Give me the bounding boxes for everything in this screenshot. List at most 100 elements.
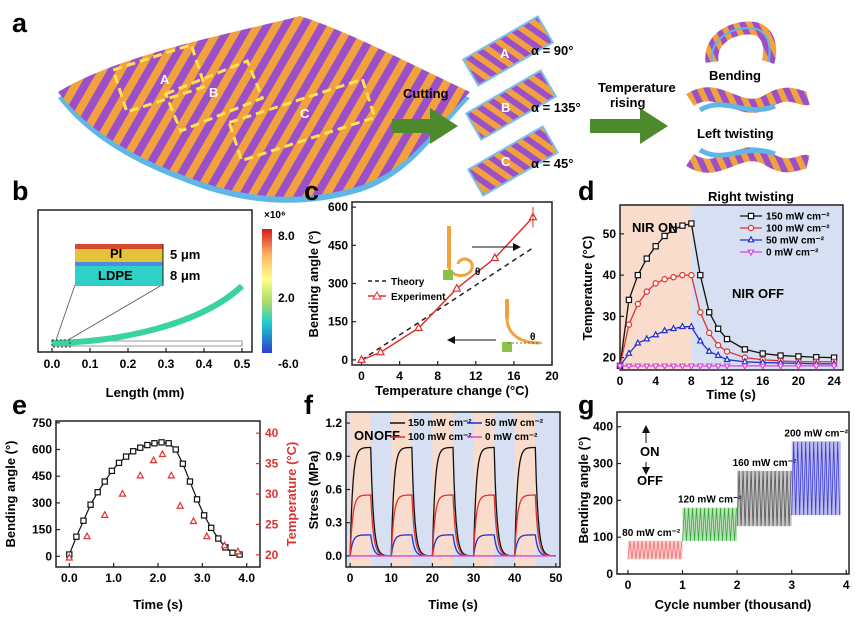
g-band-cycles [736,470,792,527]
d-data-point [830,363,838,371]
e-y2-label: Temperature (°C) [284,442,299,547]
panel-d: d 0 4 8 12 16 20 24 20 30 40 50 NIR ON NIR OFF Tim… [578,176,844,402]
d-data-point [625,349,633,356]
y-tick-label: 0.6 [325,483,342,497]
bending-shape [705,21,777,65]
g-y-label: Bending angle (°) [576,436,591,543]
d-data-point [643,288,650,295]
e-temperature-point [65,553,74,561]
d-data-point [625,363,633,371]
d-x-label: Time (s) [706,387,756,402]
e-bending-point [208,524,215,532]
y-tick-label: 20 [603,351,617,365]
panel-letter-a: a [12,8,28,38]
c-data-point [452,283,462,292]
x-tick-label: 24 [827,374,841,388]
svg-text:θ: θ [475,267,480,278]
y-tick-label: 150 [32,523,52,537]
x-tick-label: 3.0 [194,571,211,585]
d-legend-marker [747,212,755,220]
e-bending-point [158,439,165,446]
e-temperature-point [158,449,167,458]
c-x-label: Temperature change (°C) [375,383,529,398]
g-off-label: OFF [637,473,663,488]
d-data-point [696,336,704,344]
f-on-label: ON [354,428,374,443]
x-tick-label: 0 [617,374,624,388]
c-series-line [361,247,534,361]
mode-right-twisting: Right twisting [708,189,794,204]
d-legend-label: 50 mW cm⁻² [766,236,825,247]
c-legend-experiment: Experiment [391,292,446,303]
strip-alpha-c: α = 45° [531,156,573,171]
d-data-point [625,296,633,304]
mode-left-twisting: Left twisting [697,126,774,141]
d-data-point [723,355,731,363]
strip-label-c: C [501,154,511,169]
x-tick-label: 0.0 [61,571,78,585]
d-data-point [652,363,660,371]
y-tick-label: 300 [593,457,613,471]
d-data-point [706,329,713,337]
f-legend-label: 100 mW cm⁻² [408,432,472,443]
x-tick-label: 40 [508,571,522,585]
f-legend-label: 50 mW cm⁻² [485,418,544,429]
d-data-point [643,363,651,371]
d-data-point [678,363,687,371]
f-on-region [473,412,495,567]
f-legend-label: 0 mW cm⁻² [485,432,538,443]
d-data-point [661,363,669,371]
e-bending-point [137,444,144,451]
d-data-point [723,348,731,355]
e-bending-point [122,453,130,460]
region-box-a [111,42,207,114]
d-data-point [705,309,713,316]
temperature-label-2: rising [610,95,645,110]
e-y-label: Bending angle (°) [3,440,18,547]
y-tick-label: 50 [603,227,617,241]
e-temperature-point [149,455,158,464]
x-tick-label: 50 [549,571,563,585]
x-tick-label: 10 [385,571,399,585]
c-y-label: Bending angle (°) [306,230,321,337]
fem-x-tick-label: 0.3 [158,357,175,371]
e-bending-point [144,441,151,449]
y2-tick-label: 35 [265,457,279,471]
panel-c: c 0 4 8 12 16 20 0 150 300 450 600 Temperature cha… [304,176,559,398]
f-y-label: Stress (MPa) [306,451,321,530]
y-tick-label: 300 [328,277,348,291]
svg-text:θ: θ [530,332,535,343]
d-data-point [669,363,678,371]
d-data-point [705,347,713,354]
region-box-b [163,59,265,133]
d-data-point [723,335,731,343]
d-legend-label: 100 mW cm⁻² [766,224,830,235]
temperature-arrow [590,108,668,144]
y2-tick-label: 25 [265,517,279,531]
d-data-point [661,232,668,240]
plot-f: 0 10 20 30 40 50 0.0 0.3 0.6 0.9 1.2 [325,416,563,585]
x-tick-label: 4 [396,369,403,383]
d-data-point [688,220,695,227]
d-data-point [661,326,669,334]
e-temperature-point [136,470,145,479]
x-tick-label: 0 [347,571,354,585]
e-bending-point [229,549,236,556]
cutting-arrow [392,108,458,144]
g-band-label: 160 mW cm⁻² [733,458,797,469]
d-data-point [679,271,686,279]
y-tick-label: 100 [593,530,613,544]
g-band-cycles [682,507,737,541]
y-tick-label: 0.0 [325,549,342,563]
d-data-point [625,321,633,328]
x-tick-label: 3 [788,578,795,592]
d-legend-marker [747,235,755,243]
d-data-point [697,309,704,316]
axes-g [616,411,850,575]
y-tick-label: 1.2 [325,416,342,430]
region-label-c: C [300,106,310,121]
x-tick-label: 0 [358,369,365,383]
x-tick-label: 4 [843,578,850,592]
panel-letter-b: b [12,176,29,206]
strip-label-b: B [501,100,510,115]
